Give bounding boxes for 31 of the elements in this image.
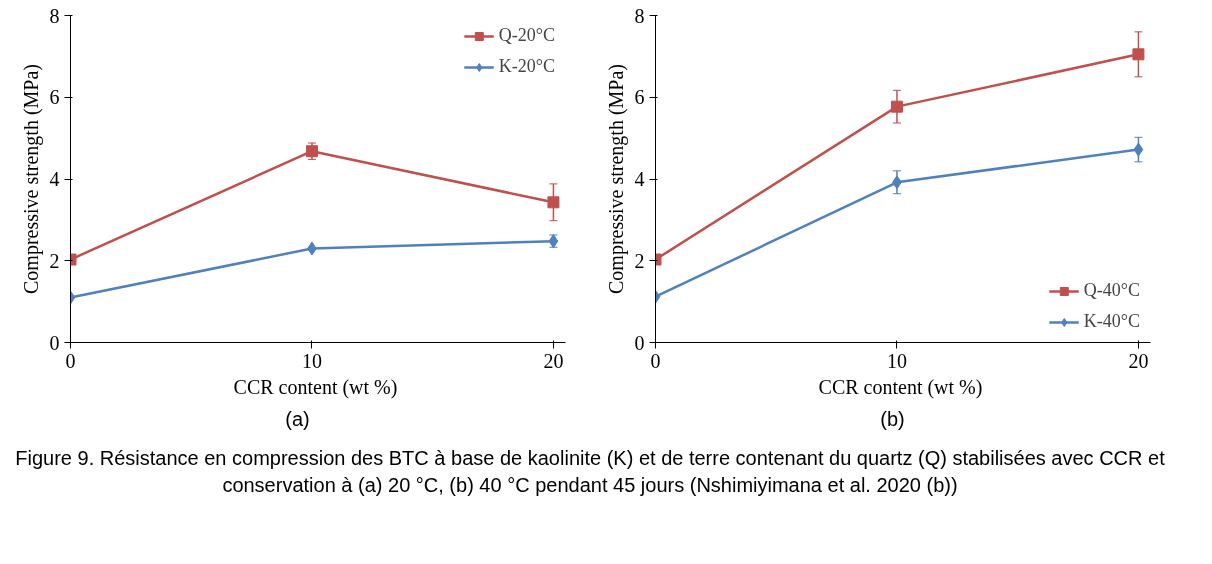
text: (a) <box>285 407 310 432</box>
y-tick-label: 8 <box>49 4 60 27</box>
y-axis-title: Compressive strength (MPa) <box>19 64 43 294</box>
y-axis-title: Compressive strength (MPa) <box>604 64 628 294</box>
x-tick-label: 10 <box>886 349 907 372</box>
caption: Figure 9. Résistance en compression des BTC à base de kaolinite (K) et de terre contenant du quartz (Q) stabilisées avec CCR et conservation à (a) 20 °C, (b) 40 °C pendant 45 jours (Nshimiyimana et al. 2020 (b)) <box>14 446 1166 498</box>
y-tick-label: 6 <box>634 86 645 109</box>
x-tick-label: 10 <box>301 349 322 372</box>
text: (b) <box>880 407 905 432</box>
x-tick-label: 0 <box>65 349 76 372</box>
legend-label: Q-20°C <box>498 25 555 46</box>
y-tick-label: 0 <box>634 331 645 354</box>
x-tick-label: 20 <box>1128 349 1149 372</box>
point <box>1133 142 1144 157</box>
y-tick-label: 2 <box>49 249 60 272</box>
legend-label: K-20°C <box>498 56 555 77</box>
x-axis-title: CCR content (wt %) <box>818 375 983 399</box>
x-tick-label: 20 <box>543 349 564 372</box>
x-tick-label: 0 <box>650 349 661 372</box>
x-axis-title: CCR content (wt %) <box>233 375 398 399</box>
y-tick-label: 2 <box>634 249 645 272</box>
y-tick-label: 0 <box>49 331 60 354</box>
y-tick-label: 4 <box>634 168 645 190</box>
legend-label: K-40°C <box>1083 311 1140 332</box>
y-tick-label: 6 <box>49 86 60 109</box>
point <box>890 100 903 113</box>
legend-label: Q-40°C <box>1083 280 1140 301</box>
y-tick-label: 8 <box>634 4 645 27</box>
y-tick-label: 4 <box>49 168 60 190</box>
point <box>547 196 560 209</box>
point <box>1132 48 1145 61</box>
